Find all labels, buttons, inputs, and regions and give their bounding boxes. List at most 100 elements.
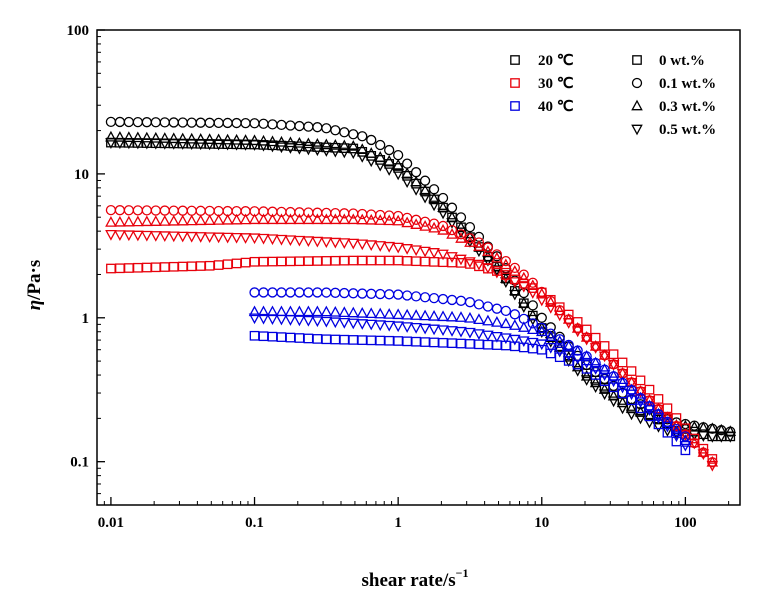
legend-temperature-label: 30 ℃ (538, 76, 574, 92)
data-point (266, 213, 279, 225)
data-point (419, 175, 431, 186)
data-point (312, 287, 323, 298)
data-point (446, 294, 458, 306)
data-point (176, 214, 189, 226)
data-point (428, 248, 440, 259)
data-point (545, 328, 556, 339)
data-point (392, 214, 404, 226)
data-point (643, 417, 656, 429)
data-point (500, 333, 512, 345)
data-point (311, 137, 324, 149)
data-point (105, 230, 117, 241)
data-point (455, 212, 467, 223)
data-point (312, 122, 323, 133)
data-point (239, 213, 252, 225)
data-point (266, 135, 279, 147)
data-point (518, 336, 530, 348)
data-point (329, 317, 342, 329)
series (248, 313, 692, 452)
data-point (357, 288, 368, 299)
data-point (303, 333, 314, 344)
data-point (222, 259, 233, 270)
data-point (420, 256, 430, 267)
data-point (393, 289, 404, 300)
data-point (527, 300, 538, 311)
data-point (437, 220, 449, 232)
data-point (285, 256, 296, 267)
y-tick-label: 100 (67, 23, 90, 39)
data-point (392, 308, 404, 320)
legend-temperature-marker (510, 78, 520, 88)
data-point (535, 287, 548, 299)
data-point (105, 216, 117, 227)
data-point (132, 131, 144, 143)
data-point (455, 232, 467, 243)
data-point (303, 256, 314, 266)
data-point (616, 376, 629, 388)
data-point (589, 356, 602, 368)
data-point (491, 316, 503, 327)
data-point (339, 208, 350, 219)
data-point (580, 331, 593, 342)
data-point (473, 240, 485, 251)
data-point (141, 215, 153, 227)
data-point (123, 205, 135, 216)
data-point (338, 147, 351, 159)
data-point (455, 295, 467, 306)
data-point (338, 306, 351, 318)
series (248, 305, 692, 446)
data-point (634, 387, 647, 398)
data-point (141, 117, 152, 128)
data-point (473, 237, 485, 248)
data-point (248, 134, 261, 146)
data-point (670, 421, 683, 433)
data-point (410, 218, 422, 229)
data-point (159, 205, 170, 216)
data-point (402, 336, 412, 347)
y-tick-label: 10 (74, 167, 89, 183)
data-point (168, 261, 179, 272)
data-point (482, 301, 494, 312)
data-point (185, 132, 198, 144)
data-point (598, 383, 611, 394)
data-point (158, 215, 171, 226)
data-point (401, 158, 413, 169)
data-point (410, 185, 422, 196)
plot-marks (105, 116, 737, 472)
data-point (185, 139, 198, 151)
data-point (562, 350, 575, 361)
data-point (401, 167, 413, 178)
data-point (446, 310, 458, 322)
legend-temperature-label: 40 ℃ (538, 99, 574, 115)
data-point (257, 313, 270, 325)
legend-temperature-marker (510, 55, 520, 65)
data-point (544, 303, 557, 314)
data-point (150, 138, 162, 150)
data-point (204, 117, 215, 128)
data-point (653, 419, 664, 430)
data-point (464, 327, 476, 339)
data-point (401, 244, 413, 255)
data-point (275, 142, 288, 154)
data-point (356, 152, 369, 163)
data-point (464, 311, 476, 323)
data-point (679, 430, 692, 441)
data-point (571, 366, 584, 377)
data-point (724, 431, 737, 443)
data-point (491, 267, 503, 279)
data-point (231, 258, 242, 269)
data-point (608, 382, 619, 393)
data-point (401, 177, 413, 189)
x-tick-label: 1 (394, 515, 402, 531)
data-point (231, 117, 242, 129)
data-point (141, 138, 153, 150)
data-point (374, 160, 386, 172)
data-point (347, 148, 360, 160)
data-point (500, 272, 512, 284)
data-point (195, 117, 206, 128)
data-point (437, 192, 449, 204)
data-point (715, 423, 728, 435)
data-point (302, 236, 315, 248)
data-point (321, 334, 332, 345)
data-point (419, 246, 431, 258)
